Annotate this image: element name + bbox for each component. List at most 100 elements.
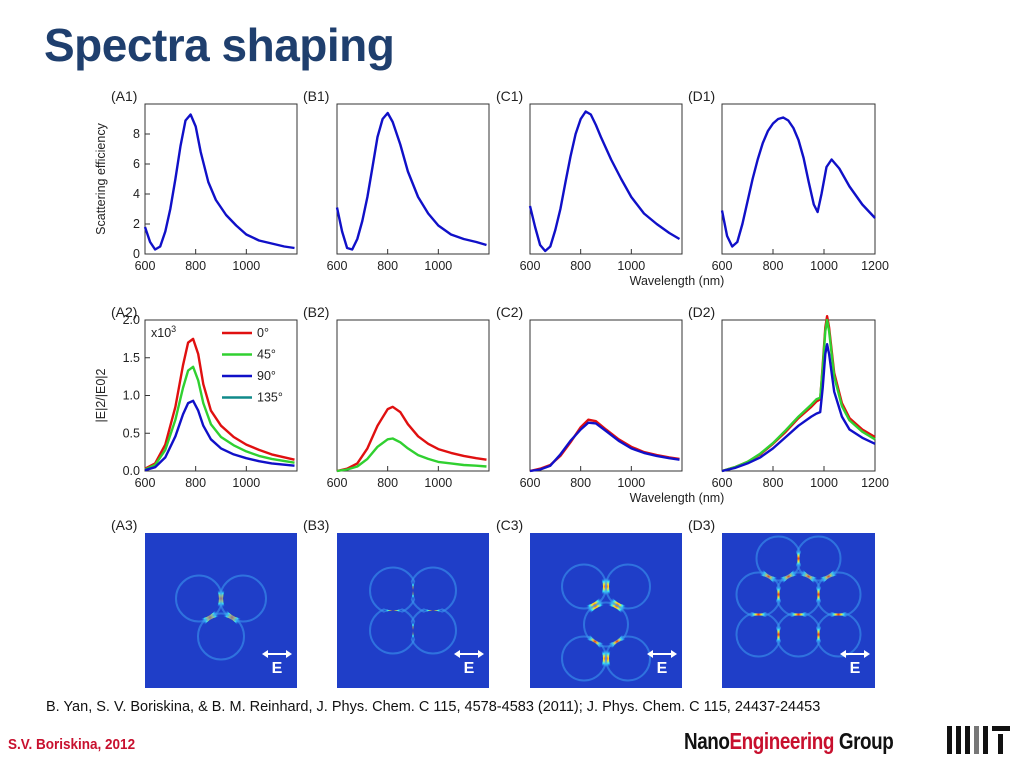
- nanoparticle-disc: [739, 575, 778, 614]
- y-tick-label: 2.0: [123, 313, 140, 327]
- arrow-heads: [647, 650, 677, 658]
- panel-label: (D2): [688, 304, 715, 320]
- nanoparticle-disc: [413, 610, 453, 651]
- x-tick-label: 1000: [810, 476, 838, 490]
- nanoparticle-disc: [779, 615, 818, 654]
- series-line: [720, 116, 876, 248]
- e-field-label: E: [272, 660, 283, 677]
- y-tick-label: 8: [133, 127, 140, 141]
- x-tick-label: 800: [570, 259, 591, 273]
- x-tick-label: 600: [135, 476, 156, 490]
- e-field-label: E: [464, 660, 475, 677]
- panel-label: (D3): [688, 517, 715, 533]
- chart-panel: (D1) 600 800 1000 1200: [688, 88, 889, 273]
- x-tick-label: 1000: [424, 259, 452, 273]
- field-map-panel: (B3) E: [303, 517, 489, 688]
- panel-label: (A3): [111, 517, 137, 533]
- multiplier-exponent: 3: [171, 324, 176, 334]
- disc-glow: [605, 635, 651, 682]
- plot-frame: [336, 319, 490, 472]
- field-map-panel: (A3) E: [111, 517, 297, 688]
- y-tick-label: 0.0: [123, 464, 140, 478]
- chart-panel: (A1) 600 800 1000 0 2 4 6 8 Scattering efficiency: [94, 88, 298, 273]
- nanoparticle-disc: [609, 567, 647, 606]
- plot-frame: [529, 103, 683, 255]
- x-tick-label: 1200: [861, 476, 889, 490]
- chart-panel: (B1) 600 800 1000: [303, 88, 490, 273]
- disc-glow: [583, 601, 629, 648]
- nanoparticle-disc: [565, 567, 603, 606]
- plot-frame: [144, 103, 298, 255]
- citation: B. Yan, S. V. Boriskina, & B. M. Reinhar…: [46, 699, 821, 715]
- y-tick-label: 0: [133, 247, 140, 261]
- nanoparticle-disc: [739, 615, 778, 654]
- panel-label: (B1): [303, 88, 329, 104]
- x-tick-label: 800: [570, 476, 591, 490]
- brand-engineering: Engineering: [729, 728, 835, 754]
- nanoparticle-disc: [587, 605, 625, 644]
- series-line: [721, 315, 876, 473]
- nanoparticle-disc: [179, 578, 219, 619]
- panel-label: (D1): [688, 88, 715, 104]
- series-line: [144, 337, 295, 470]
- x-tick-label: 600: [135, 259, 156, 273]
- y-tick-label: 1.0: [123, 389, 140, 403]
- chart-panel: (D2) 600 800 1000 1200: [688, 304, 889, 490]
- x-tick-label: 600: [520, 476, 541, 490]
- plot-frame: [529, 319, 683, 472]
- disc-glow: [605, 563, 651, 610]
- nanoparticle-disc: [413, 570, 453, 611]
- y-tick-label: 6: [133, 157, 140, 171]
- e-field-label: E: [850, 660, 861, 677]
- nanoparticle-disc: [759, 539, 798, 578]
- series-line: [529, 421, 680, 473]
- panel-label: (C2): [496, 304, 523, 320]
- x-tick-label: 1000: [232, 259, 260, 273]
- nanoparticle-disc: [609, 639, 647, 678]
- disc-glow: [175, 574, 223, 623]
- group-brand: NanoEngineering Group: [684, 728, 894, 755]
- x-tick-label: 1000: [232, 476, 260, 490]
- multiplier-label: x103: [151, 324, 176, 340]
- nanoparticle-disc: [565, 639, 603, 678]
- panel-label: (B2): [303, 304, 329, 320]
- x-axis-label: Wavelength (nm): [630, 491, 725, 505]
- y-axis-label: Scattering efficiency: [94, 122, 108, 234]
- x-tick-label: 1000: [617, 476, 645, 490]
- plot-frame: [721, 103, 876, 255]
- legend-label: 0°: [257, 326, 269, 340]
- x-tick-label: 800: [377, 476, 398, 490]
- x-tick-label: 1000: [424, 476, 452, 490]
- plot-frame: [721, 319, 876, 472]
- mit-logo: [947, 726, 1010, 754]
- field-map-panel: (C3) E: [496, 517, 682, 688]
- slide-title: Spectra shaping: [44, 19, 395, 71]
- legend-label: 135°: [257, 391, 283, 405]
- panel-label: (C1): [496, 88, 523, 104]
- x-tick-label: 800: [185, 476, 206, 490]
- legend-label: 45°: [257, 348, 276, 362]
- y-tick-label: 4: [133, 187, 140, 201]
- author-label: S.V. Boriskina, 2012: [8, 736, 136, 753]
- x-tick-label: 800: [763, 476, 784, 490]
- x-tick-label: 800: [185, 259, 206, 273]
- e-field-label: E: [657, 660, 668, 677]
- x-tick-label: 600: [327, 476, 348, 490]
- brand-group: Group: [833, 728, 894, 754]
- field-map: [337, 533, 489, 688]
- arrow-heads: [262, 650, 292, 658]
- nanoparticle-disc: [373, 610, 413, 651]
- series-line: [335, 111, 487, 251]
- nanoparticle-disc: [779, 575, 818, 614]
- figure-panels: (A1) 600 800 1000 0 2 4 6 8 Scattering efficiency…: [94, 88, 889, 688]
- series-line: [528, 110, 681, 253]
- nanoparticle-disc: [201, 616, 241, 657]
- arrow-heads: [840, 650, 870, 658]
- series-line: [144, 399, 295, 472]
- series-line: [143, 113, 295, 251]
- nanoparticle-disc: [373, 570, 413, 611]
- panel-label: (A1): [111, 88, 137, 104]
- y-tick-label: 1.5: [123, 351, 140, 365]
